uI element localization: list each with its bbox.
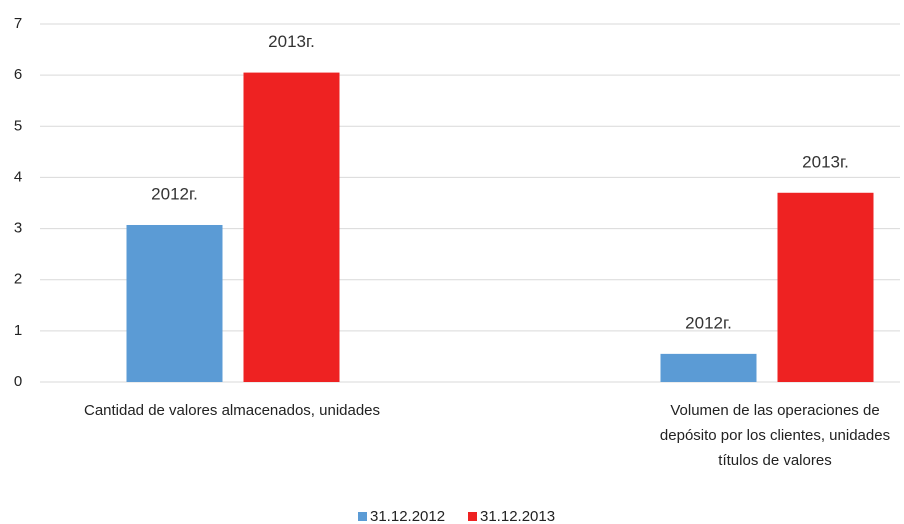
- y-tick-label: 6: [14, 66, 22, 83]
- y-tick-label: 5: [14, 117, 22, 134]
- y-tick-label: 3: [14, 220, 22, 237]
- legend-label: 31.12.2013: [480, 508, 555, 524]
- y-tick-label: 7: [14, 15, 22, 32]
- legend-label: 31.12.2012: [370, 508, 445, 524]
- y-tick-label: 1: [14, 322, 22, 339]
- y-tick-label: 0: [14, 373, 22, 390]
- bar: [126, 224, 223, 382]
- bar: [660, 353, 757, 382]
- y-tick-label: 2: [14, 271, 22, 288]
- bar: [777, 192, 874, 382]
- legend-swatch: [468, 512, 477, 521]
- x-tick-label: Volumen de las operaciones de depósito p…: [659, 402, 891, 469]
- data-label: 2012г.: [151, 184, 198, 203]
- data-label: 2013г.: [268, 32, 315, 51]
- bar: [243, 72, 340, 382]
- y-tick-label: 4: [14, 168, 22, 185]
- x-tick-label: Cantidad de valores almacenados, unidade…: [83, 402, 381, 419]
- data-label: 2012г.: [685, 313, 732, 332]
- legend-swatch: [358, 512, 367, 521]
- data-label: 2013г.: [802, 152, 849, 171]
